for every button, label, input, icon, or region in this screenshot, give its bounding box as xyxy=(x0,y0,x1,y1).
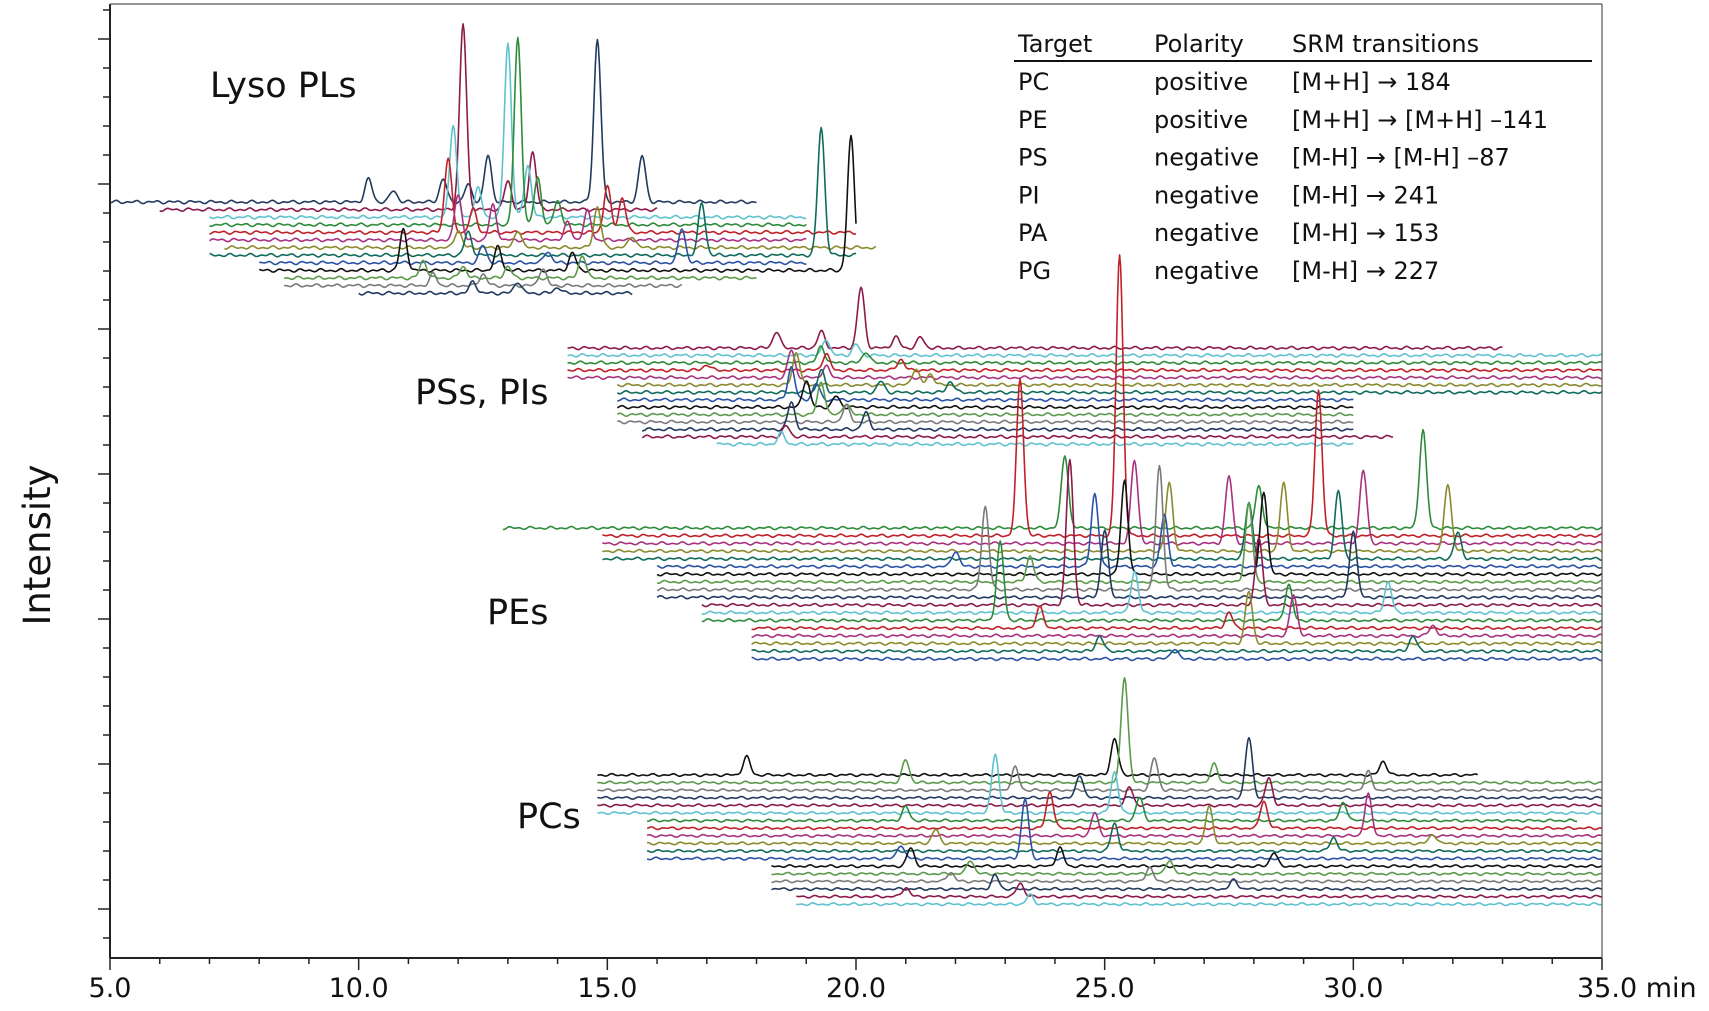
table-cell: negative xyxy=(1154,144,1259,172)
x-tick-label: 30.0 xyxy=(1323,973,1383,1004)
trace-line xyxy=(597,677,1603,785)
table-cell: [M+H] → [M+H] –141 xyxy=(1292,106,1548,134)
trace-line xyxy=(617,404,1354,425)
x-tick-label: 25.0 xyxy=(1075,973,1135,1004)
table-cell: positive xyxy=(1154,68,1248,96)
trace-line xyxy=(796,893,1603,907)
trace-line xyxy=(224,206,877,251)
group-label: PSs, PIs xyxy=(415,373,548,413)
table-cell: PE xyxy=(1018,106,1048,134)
trace-line xyxy=(283,268,683,289)
trace-line xyxy=(751,635,1603,654)
table-cell: negative xyxy=(1154,219,1259,247)
trace-line xyxy=(616,368,1603,395)
x-tick-label: 20.0 xyxy=(826,973,886,1004)
table-cell: [M-H] → 227 xyxy=(1292,257,1439,285)
trace-line xyxy=(502,428,1603,531)
trace-line xyxy=(656,479,1603,577)
table-cell: PI xyxy=(1018,181,1040,209)
trace-line xyxy=(646,791,1603,831)
trace-line xyxy=(159,23,658,213)
trace-line xyxy=(567,352,1603,373)
trace-line xyxy=(646,792,1603,838)
trace-line xyxy=(751,590,1603,646)
trace-layer xyxy=(110,23,1603,907)
trace-line xyxy=(617,380,1354,410)
table-cell: PC xyxy=(1018,68,1049,96)
trace-line xyxy=(617,366,1354,403)
x-tick-label: 35.0 min xyxy=(1577,973,1697,1004)
srm-transition-table: Target Polarity SRM transitions PC positive [… xyxy=(1014,30,1592,285)
trace-line xyxy=(209,36,807,228)
trace-line xyxy=(597,736,1602,800)
trace-line xyxy=(616,381,1354,417)
table-cell: PS xyxy=(1018,144,1048,172)
table-cell: positive xyxy=(1154,106,1248,134)
table-cell: [M-H] → 241 xyxy=(1292,181,1439,209)
trace-line xyxy=(701,458,1603,608)
trace-line xyxy=(567,349,1603,380)
table-cell: [M-H] → 153 xyxy=(1292,219,1439,247)
trace-line xyxy=(358,280,633,296)
table-cell: negative xyxy=(1154,181,1259,209)
x-tick-label: 10.0 xyxy=(329,973,389,1004)
trace-line xyxy=(656,492,1603,569)
trace-line xyxy=(597,753,1603,816)
trace-line xyxy=(716,430,1354,447)
table-cell: PA xyxy=(1018,219,1048,247)
x-tick-label: 5.0 xyxy=(89,973,132,1004)
trace-line xyxy=(646,822,1603,854)
axes-layer: 5.0 10.0 15.0 20.0 25.0 30.0 35.0 min xyxy=(89,3,1697,1004)
trace-line xyxy=(656,502,1603,585)
table-header: Target xyxy=(1017,30,1092,58)
trace-line xyxy=(283,255,757,281)
trace-line xyxy=(209,157,857,235)
trace-line xyxy=(567,345,1603,366)
trace-line xyxy=(641,424,1394,440)
trace-line xyxy=(771,860,1603,876)
trace-line xyxy=(647,796,1578,823)
trace-line xyxy=(701,570,1603,615)
trace-line xyxy=(642,401,1354,432)
trace-line xyxy=(597,776,1603,808)
trace-line xyxy=(616,351,1603,388)
trace-line xyxy=(701,540,1603,623)
trace-line xyxy=(567,339,1603,358)
trace-line xyxy=(771,873,1603,892)
group-label: PEs xyxy=(487,593,548,633)
trace-line xyxy=(771,846,1603,869)
trace-line xyxy=(110,38,757,205)
trace-line xyxy=(751,594,1603,639)
trace-line xyxy=(646,798,1603,861)
trace-line xyxy=(647,804,1603,846)
table-cell: negative xyxy=(1154,257,1259,285)
trace-line xyxy=(796,882,1602,899)
table-header: SRM transitions xyxy=(1292,30,1479,58)
x-tick-label: 15.0 xyxy=(577,973,637,1004)
trace-line xyxy=(597,757,1603,793)
trace-line xyxy=(602,254,1603,539)
trace-line xyxy=(567,286,1503,351)
y-axis-label: Intensity xyxy=(16,464,59,625)
table-cell: PG xyxy=(1018,257,1051,285)
trace-line xyxy=(597,737,1478,778)
group-label: PCs xyxy=(517,797,581,837)
table-cell: [M+H] → 184 xyxy=(1292,68,1451,96)
trace-line xyxy=(771,866,1603,884)
trace-line xyxy=(751,605,1603,631)
trace-line xyxy=(209,42,807,220)
table-header: Polarity xyxy=(1154,30,1244,58)
trace-line xyxy=(259,228,807,266)
trace-line xyxy=(751,648,1603,662)
trace-line xyxy=(259,134,857,273)
trace-line xyxy=(656,464,1603,592)
group-label-layer: Lyso PLs PSs, PIs PEs PCs xyxy=(210,66,581,837)
table-cell: [M-H] → [M-H] –87 xyxy=(1292,144,1510,172)
group-label: Lyso PLs xyxy=(210,66,357,106)
trace-line xyxy=(209,126,857,258)
